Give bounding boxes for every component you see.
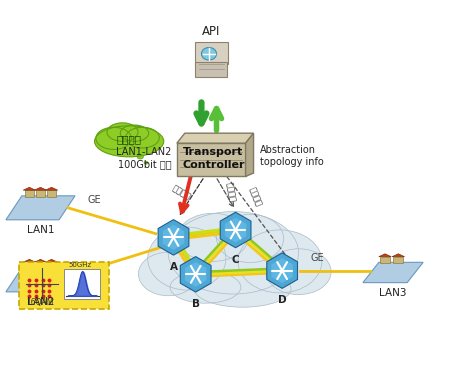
- Polygon shape: [392, 254, 405, 257]
- Text: B: B: [192, 299, 200, 309]
- FancyBboxPatch shape: [47, 262, 57, 269]
- FancyBboxPatch shape: [195, 62, 227, 77]
- Text: 50GHz: 50GHz: [68, 262, 92, 268]
- Polygon shape: [180, 256, 211, 292]
- FancyBboxPatch shape: [35, 190, 45, 197]
- Text: GE: GE: [311, 254, 325, 263]
- FancyBboxPatch shape: [380, 257, 390, 263]
- Polygon shape: [158, 220, 189, 255]
- Ellipse shape: [138, 252, 198, 296]
- Text: 모니터링: 모니터링: [247, 186, 264, 208]
- Ellipse shape: [168, 211, 299, 294]
- Ellipse shape: [170, 271, 241, 303]
- Ellipse shape: [120, 125, 149, 141]
- Text: API: API: [202, 24, 220, 38]
- FancyBboxPatch shape: [25, 262, 34, 269]
- FancyBboxPatch shape: [195, 42, 228, 64]
- Ellipse shape: [177, 213, 248, 261]
- Ellipse shape: [216, 214, 284, 262]
- Ellipse shape: [238, 230, 322, 293]
- Ellipse shape: [126, 127, 159, 148]
- Polygon shape: [34, 260, 47, 262]
- Polygon shape: [45, 260, 58, 262]
- FancyBboxPatch shape: [47, 190, 57, 197]
- Polygon shape: [225, 217, 247, 242]
- Polygon shape: [6, 196, 75, 220]
- Polygon shape: [267, 253, 298, 288]
- Polygon shape: [23, 188, 35, 190]
- Text: LAN1-LAN2
100Gbit 설정: LAN1-LAN2 100Gbit 설정: [116, 147, 171, 169]
- Polygon shape: [363, 262, 423, 283]
- Text: LAN3: LAN3: [379, 288, 407, 298]
- FancyBboxPatch shape: [64, 269, 100, 300]
- Text: Transport
Controller: Transport Controller: [182, 147, 245, 170]
- Text: 모니터링: 모니터링: [224, 182, 236, 203]
- Polygon shape: [246, 133, 254, 176]
- Ellipse shape: [266, 249, 331, 295]
- Text: C: C: [232, 255, 239, 265]
- FancyBboxPatch shape: [25, 190, 34, 197]
- Polygon shape: [45, 188, 58, 190]
- Ellipse shape: [144, 161, 148, 164]
- Polygon shape: [271, 258, 293, 283]
- Text: A: A: [170, 262, 177, 272]
- Polygon shape: [185, 262, 207, 287]
- FancyBboxPatch shape: [177, 143, 246, 176]
- Ellipse shape: [194, 270, 291, 307]
- Ellipse shape: [202, 48, 216, 60]
- Polygon shape: [220, 212, 251, 248]
- Ellipse shape: [96, 127, 132, 150]
- Text: D: D: [278, 296, 286, 306]
- Text: LAN1: LAN1: [27, 225, 54, 236]
- Polygon shape: [34, 188, 47, 190]
- Text: 경로계산: 경로계산: [117, 135, 141, 144]
- Polygon shape: [177, 133, 254, 143]
- Text: 16QAM: 16QAM: [26, 298, 53, 307]
- Text: LAN2: LAN2: [27, 297, 54, 307]
- Polygon shape: [6, 268, 75, 292]
- Polygon shape: [379, 254, 391, 257]
- Text: GE: GE: [87, 195, 101, 206]
- Text: Abstraction
topology info: Abstraction topology info: [260, 145, 324, 167]
- FancyBboxPatch shape: [393, 257, 403, 263]
- Polygon shape: [23, 260, 35, 262]
- Ellipse shape: [148, 227, 226, 290]
- Polygon shape: [163, 225, 184, 250]
- Text: 제어정보: 제어정보: [170, 183, 192, 201]
- FancyBboxPatch shape: [19, 262, 109, 309]
- Ellipse shape: [95, 126, 164, 157]
- Ellipse shape: [107, 123, 138, 141]
- FancyBboxPatch shape: [35, 262, 45, 269]
- Ellipse shape: [137, 154, 143, 159]
